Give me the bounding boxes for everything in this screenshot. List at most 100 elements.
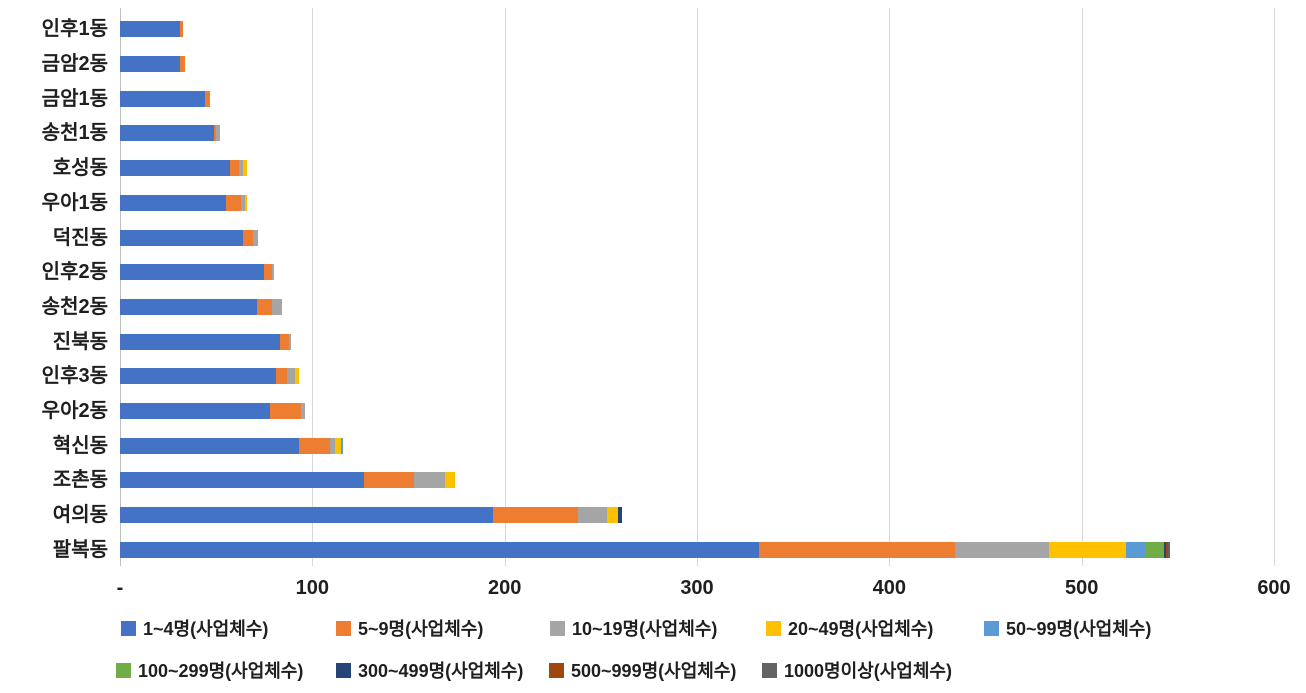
legend-marker-icon: [550, 620, 565, 636]
bar-segment: [120, 403, 271, 420]
bar-segment: [179, 56, 186, 73]
legend-item: 300~499명(사업체수): [336, 659, 523, 681]
bar-segment: [120, 160, 230, 177]
x-tick-label: 500: [1064, 577, 1099, 599]
category-label: 덕진동: [52, 226, 108, 249]
bar-segment: [239, 160, 244, 177]
legend-marker-icon: [121, 620, 136, 636]
legend-marker-icon: [766, 620, 781, 636]
bar-segment: [264, 264, 272, 281]
category-label: 인후2동: [41, 261, 108, 284]
vertical-gridline: [889, 8, 891, 566]
bar-segment: [758, 541, 955, 558]
legend-label: 500~999명(사업체수): [571, 661, 737, 681]
bar-segment: [120, 298, 257, 315]
bar-segment: [252, 229, 259, 246]
bar-segment: [414, 472, 446, 489]
bar-segment: [329, 437, 336, 454]
bar-segment: [120, 368, 276, 385]
bar-segment: [256, 298, 272, 315]
bar-segment: [1164, 541, 1167, 558]
category-label: 호성동: [52, 157, 108, 180]
legend-item: 500~999명(사업체수): [549, 659, 736, 681]
bar-segment: [954, 541, 1049, 558]
bar-segment: [1168, 541, 1171, 558]
legend-label: 100~299명(사업체수): [138, 661, 304, 681]
bar-segment: [335, 437, 342, 454]
category-label: 금암1동: [41, 87, 108, 110]
bar-segment: [241, 194, 245, 211]
category-label: 송천2동: [41, 295, 108, 318]
legend-marker-icon: [762, 662, 777, 678]
vertical-gridline: [312, 8, 314, 566]
bar-segment: [1166, 541, 1169, 558]
legend-label: 50~99명(사업체수): [1006, 619, 1152, 639]
bar-segment: [341, 437, 344, 454]
bar-segment: [298, 437, 330, 454]
bar-segment: [120, 333, 280, 350]
y-axis-line: [120, 8, 121, 566]
legend-label: 300~499명(사업체수): [358, 661, 524, 681]
bar-segment: [229, 160, 240, 177]
bar-segment: [289, 333, 292, 350]
x-tick-label: 600: [1257, 577, 1291, 599]
bar-segment: [120, 541, 759, 558]
vertical-gridline: [1274, 8, 1275, 566]
bar-segment: [120, 194, 226, 211]
bar-segment: [279, 333, 290, 350]
bar-segment: [120, 437, 299, 454]
bar-segment: [225, 194, 242, 211]
legend-label: 20~49명(사업체수): [788, 619, 934, 639]
bar-segment: [287, 368, 296, 385]
x-tick-label: -: [116, 577, 124, 599]
x-tick-label: 100: [295, 577, 330, 599]
bar-segment: [243, 160, 247, 177]
legend-item: 1~4명(사업체수): [121, 617, 268, 639]
category-label: 우아2동: [41, 400, 108, 423]
vertical-gridline: [504, 8, 506, 566]
category-label: 여의동: [52, 504, 108, 527]
legend-marker-icon: [336, 620, 351, 636]
legend-marker-icon: [984, 620, 999, 636]
x-tick-label: 200: [487, 577, 522, 599]
category-label: 송천1동: [41, 122, 108, 145]
bar-segment: [493, 507, 578, 524]
category-label: 혁신동: [52, 434, 108, 457]
bar-segment: [295, 368, 299, 385]
legend-label: 1000명이상(사업체수): [784, 661, 952, 681]
bar-segment: [270, 403, 301, 420]
bar-segment: [243, 229, 253, 246]
bar-segment: [120, 56, 180, 73]
bar-segment: [120, 125, 215, 142]
bar-segment: [1048, 541, 1126, 558]
x-tick-label: 300: [680, 577, 714, 599]
category-label: 인후1동: [41, 18, 108, 41]
category-label: 진북동: [52, 330, 108, 353]
category-label: 금암2동: [41, 53, 108, 76]
legend-marker-icon: [116, 662, 131, 678]
bar-segment: [120, 229, 244, 246]
legend-item: 100~299명(사업체수): [116, 659, 303, 681]
vertical-gridline: [697, 8, 698, 566]
bar-segment: [300, 403, 305, 420]
bar-segment: [179, 21, 184, 38]
bar-segment: [245, 194, 247, 211]
bar-segment: [120, 264, 265, 281]
bar-segment: [271, 264, 274, 281]
bar-segment: [120, 90, 205, 107]
bar-segment: [214, 125, 217, 142]
bar-segment: [120, 472, 365, 489]
bar-segment: [120, 507, 494, 524]
category-label: 조촌동: [52, 469, 108, 492]
legend-item: 50~99명(사업체수): [984, 617, 1151, 639]
bar-segment: [1145, 541, 1165, 558]
x-tick-label: 400: [872, 577, 907, 599]
bar-segment: [1125, 541, 1146, 558]
bar-segment: [216, 125, 220, 142]
legend-item: 20~49명(사업체수): [766, 617, 933, 639]
category-label: 팔복동: [52, 538, 108, 561]
bar-segment: [271, 298, 282, 315]
bar-segment: [445, 472, 455, 489]
bar-segment: [606, 507, 619, 524]
